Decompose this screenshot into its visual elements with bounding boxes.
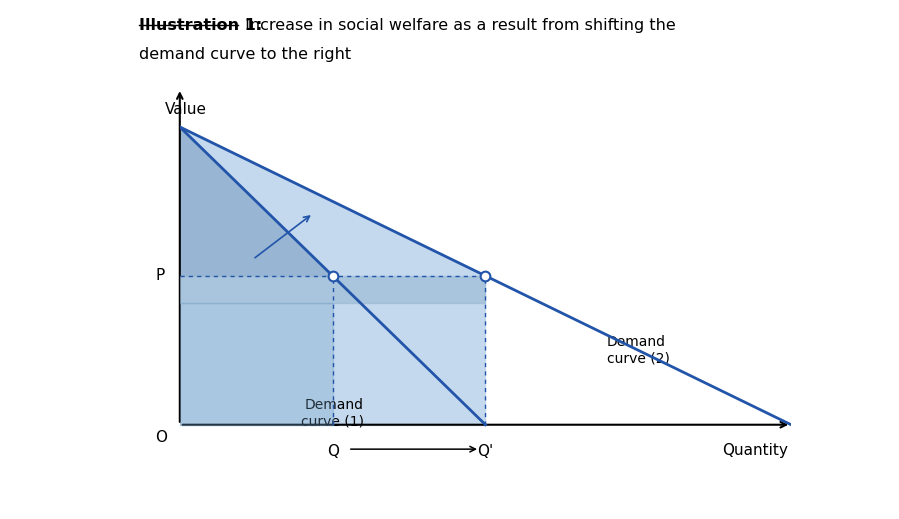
Polygon shape <box>180 276 485 425</box>
Text: Illustration 1:: Illustration 1: <box>139 18 263 33</box>
Polygon shape <box>180 127 333 276</box>
Text: Quantity: Quantity <box>722 443 788 458</box>
Text: Q': Q' <box>477 444 494 459</box>
Text: P: P <box>156 268 165 283</box>
Text: Demand
curve (2): Demand curve (2) <box>607 335 670 365</box>
Text: O: O <box>156 430 167 445</box>
Text: Increase in social welfare as a result from shifting the: Increase in social welfare as a result f… <box>240 18 676 33</box>
Polygon shape <box>180 276 485 303</box>
Polygon shape <box>180 303 333 425</box>
Text: Q: Q <box>326 444 339 459</box>
Text: Value: Value <box>165 102 207 117</box>
Polygon shape <box>180 127 485 276</box>
Text: demand curve to the right: demand curve to the right <box>139 47 352 62</box>
Text: Demand
curve (1): Demand curve (1) <box>301 398 364 428</box>
